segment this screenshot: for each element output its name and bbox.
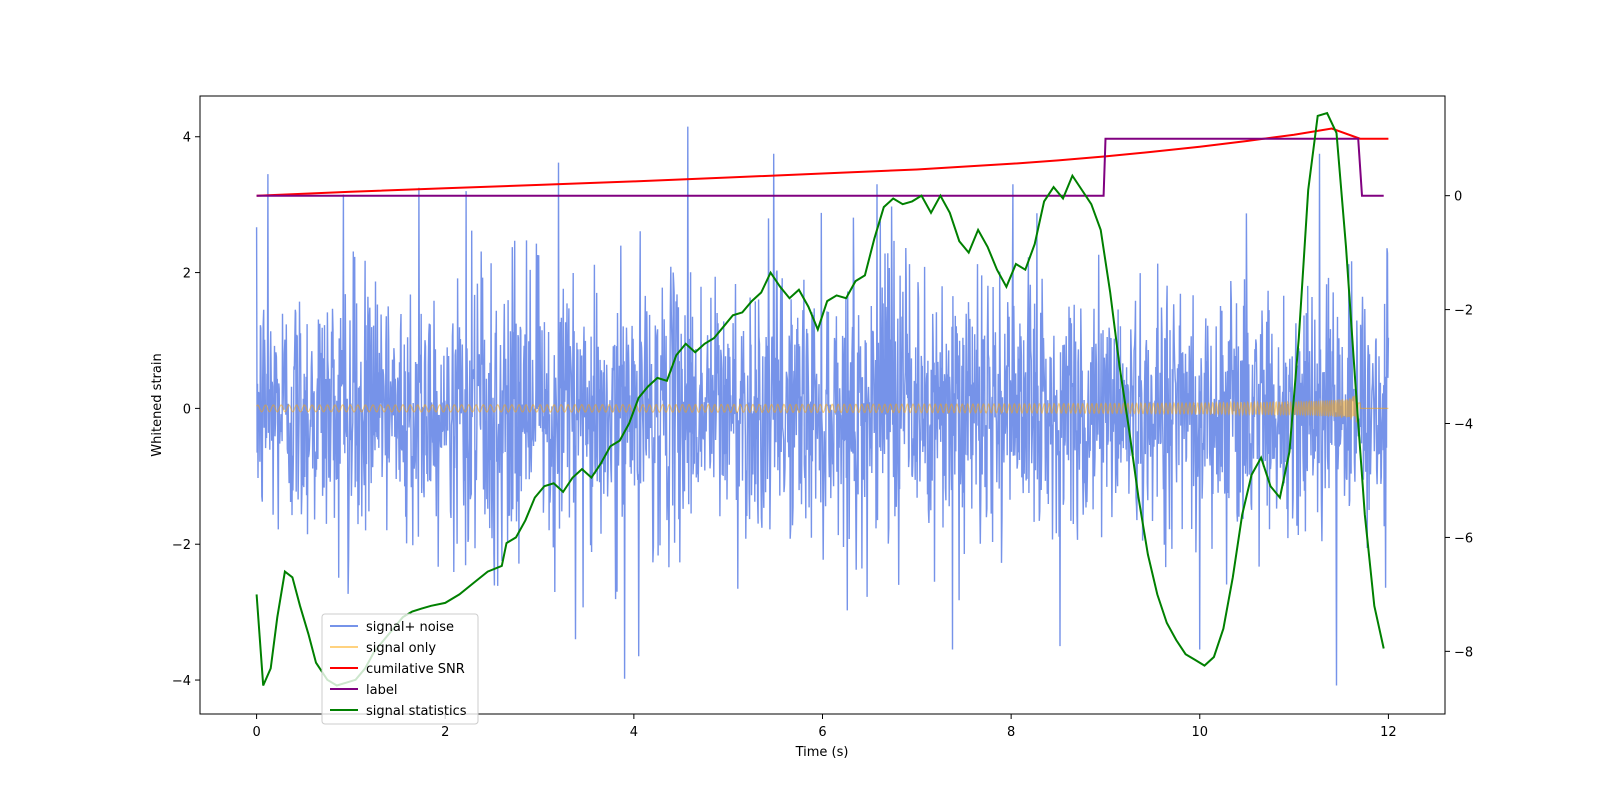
- series-layer: [255, 111, 1390, 687]
- y-axis-label: Whitened strain: [150, 353, 165, 456]
- legend-items: signal+ noise signal only cumilative SNR la…: [330, 620, 467, 719]
- series-cumulative-snr-line: [256, 127, 1389, 197]
- x-tick-label: 4: [630, 725, 638, 740]
- y2-tick-label: −6: [1454, 531, 1473, 546]
- y2-tick-label: −2: [1454, 304, 1473, 319]
- series-signal-only-line: [256, 395, 1389, 423]
- y2-tick-label: −8: [1454, 645, 1473, 660]
- y-axis-right: 0 −2 −4 −6 −8: [1445, 190, 1473, 660]
- legend: signal+ noise signal only cumilative SNR la…: [321, 613, 479, 725]
- legend-label: cumilative SNR: [366, 662, 465, 677]
- x-tick-label: 2: [441, 725, 449, 740]
- x-tick-label: 6: [818, 725, 826, 740]
- legend-label: signal+ noise: [366, 620, 454, 635]
- x-axis: 0 2 4 6 8 10 12: [252, 714, 1397, 740]
- x-tick-label: 12: [1380, 725, 1397, 740]
- y-tick-label: 4: [183, 131, 191, 146]
- x-axis-label: Time (s): [795, 745, 849, 760]
- y2-tick-label: 0: [1454, 190, 1462, 205]
- legend-box: [321, 613, 479, 725]
- series-signal-statistics-line: [255, 111, 1385, 687]
- y-axis-left: 4 2 0 −2 −4: [172, 131, 200, 689]
- legend-label: label: [366, 683, 397, 698]
- y-tick-label: −2: [172, 538, 191, 553]
- y-tick-label: 0: [183, 402, 191, 417]
- y-tick-label: 2: [183, 267, 191, 282]
- x-tick-label: 10: [1191, 725, 1208, 740]
- series-label-line: [256, 137, 1384, 197]
- legend-label: signal only: [366, 641, 436, 656]
- x-tick-label: 8: [1007, 725, 1015, 740]
- y-tick-label: −4: [172, 674, 191, 689]
- y2-tick-label: −4: [1454, 418, 1473, 433]
- legend-label: signal statistics: [366, 704, 467, 719]
- x-tick-label: 0: [252, 725, 260, 740]
